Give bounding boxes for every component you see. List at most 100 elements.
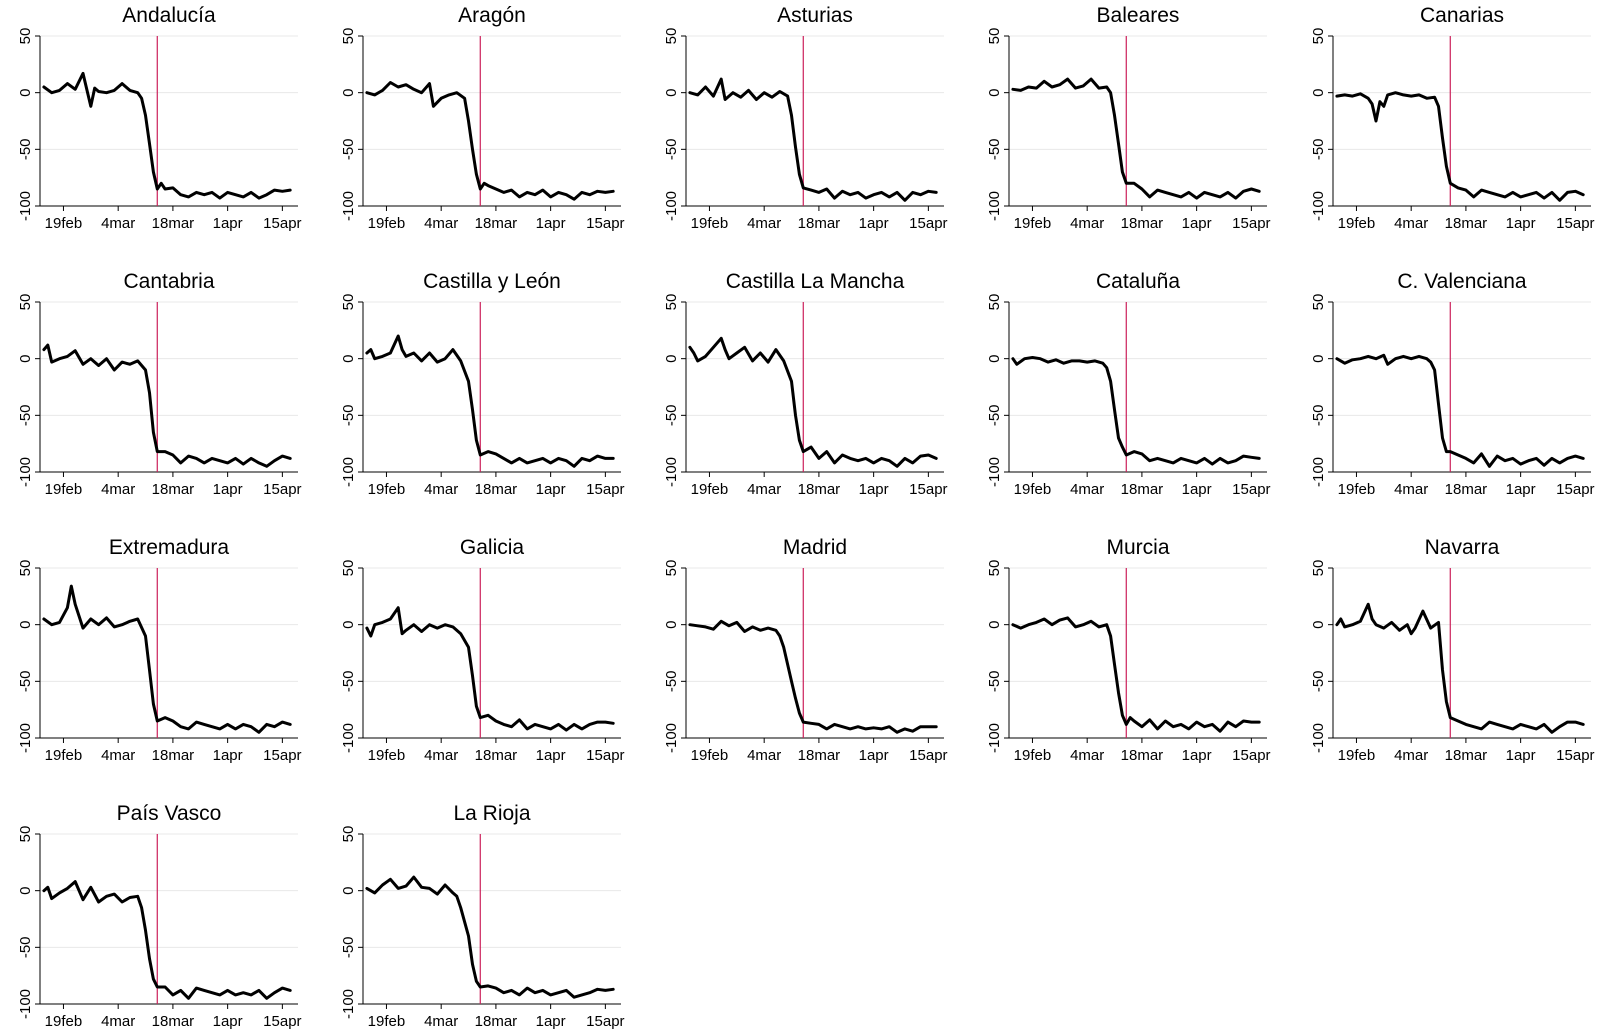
y-tick-label: -50 (1310, 138, 1327, 160)
y-tick-label: 0 (340, 620, 357, 628)
y-tick-label: 0 (17, 354, 34, 362)
x-tick-label: 4mar (1394, 215, 1428, 232)
panel-title: Castilla La Mancha (726, 270, 905, 293)
x-tick-label: 15apr (1556, 215, 1594, 232)
chart-panel: País Vasco 50 0 -50 -100 19feb 4mar 18mar 1apr 15… (17, 802, 302, 1030)
x-tick-label: 18mar (475, 481, 518, 498)
y-tick-label: 0 (17, 88, 34, 96)
x-tick-label: 15apr (263, 1013, 301, 1030)
x-tick-label: 15apr (263, 481, 301, 498)
x-tick-label: 4mar (101, 481, 135, 498)
y-tick-label: -50 (17, 670, 34, 692)
x-tick-label: 4mar (424, 215, 458, 232)
x-tick-label: 15apr (1556, 481, 1594, 498)
y-tick-label: -50 (340, 404, 357, 426)
y-tick-label: 0 (17, 886, 34, 894)
y-tick-label: 0 (663, 88, 680, 96)
x-tick-label: 19feb (368, 747, 406, 764)
y-tick-label: -50 (340, 670, 357, 692)
y-tick-label: -50 (986, 670, 1003, 692)
series-line (42, 71, 292, 200)
y-tick-label: 0 (986, 354, 1003, 362)
chart-panel: Baleares 50 0 -50 -100 19feb 4mar 18mar 1apr 15ap… (986, 4, 1271, 232)
y-tick-label: 0 (340, 354, 357, 362)
y-tick-label: 50 (17, 826, 34, 843)
x-tick-label: 18mar (152, 1013, 195, 1030)
y-tick-label: -100 (1310, 723, 1327, 753)
series-line (42, 880, 292, 1000)
y-tick-label: -50 (17, 404, 34, 426)
y-tick-label: 50 (1310, 294, 1327, 311)
y-tick-label: -50 (1310, 404, 1327, 426)
y-tick-label: 0 (663, 354, 680, 362)
y-tick-label: 0 (1310, 620, 1327, 628)
series-line (365, 81, 615, 201)
y-tick-label: -50 (986, 138, 1003, 160)
y-tick-label: -100 (1310, 191, 1327, 221)
x-tick-label: 18mar (798, 215, 841, 232)
x-tick-label: 1apr (1182, 747, 1212, 764)
y-tick-label: 50 (340, 560, 357, 577)
y-tick-label: -100 (663, 457, 680, 487)
x-tick-label: 1apr (213, 747, 243, 764)
x-tick-label: 4mar (424, 481, 458, 498)
chart-panel: C. Valenciana 50 0 -50 -100 19feb 4mar 18mar 1ap… (1310, 270, 1595, 498)
x-tick-label: 19feb (691, 215, 729, 232)
x-tick-label: 19feb (691, 481, 729, 498)
x-tick-label: 18mar (1445, 481, 1488, 498)
x-tick-label: 18mar (475, 1013, 518, 1030)
x-tick-label: 15apr (586, 481, 624, 498)
y-tick-label: 0 (17, 620, 34, 628)
series-line (1335, 602, 1585, 734)
x-tick-label: 15apr (586, 215, 624, 232)
x-tick-label: 15apr (909, 215, 947, 232)
panel-title: La Rioja (453, 802, 530, 825)
x-tick-label: 1apr (213, 215, 243, 232)
series-line (1335, 353, 1585, 468)
x-tick-label: 15apr (263, 215, 301, 232)
panel-title: País Vasco (117, 802, 222, 825)
chart-panel: Extremadura 50 0 -50 -100 19feb 4mar 18mar 1apr 1… (17, 536, 302, 764)
chart-panel: Castilla y León 50 0 -50 -100 19feb 4mar 18mar 1… (340, 270, 625, 498)
x-tick-label: 4mar (1070, 215, 1104, 232)
y-tick-label: -100 (663, 723, 680, 753)
chart-panel: Castilla La Mancha 50 0 -50 -100 19feb 4mar 18m… (663, 270, 948, 498)
y-tick-label: 50 (1310, 560, 1327, 577)
y-tick-label: -100 (1310, 457, 1327, 487)
y-tick-label: 50 (986, 28, 1003, 45)
panel-title: Extremadura (109, 536, 230, 559)
y-tick-label: 50 (663, 294, 680, 311)
chart-panel: Navarra 50 0 -50 -100 19feb 4mar 18mar 1apr 15apr (1310, 536, 1595, 764)
y-tick-label: -100 (17, 457, 34, 487)
x-tick-label: 15apr (909, 481, 947, 498)
y-tick-label: -50 (340, 138, 357, 160)
series-line (42, 584, 292, 734)
series-line (1011, 77, 1261, 200)
chart-panel: Cantabria 50 0 -50 -100 19feb 4mar 18mar 1apr 15a… (17, 270, 302, 498)
x-tick-label: 1apr (1182, 215, 1212, 232)
panel-title: Canarias (1420, 4, 1504, 27)
y-tick-label: 0 (1310, 88, 1327, 96)
x-tick-label: 19feb (1338, 481, 1376, 498)
x-tick-label: 15apr (1556, 747, 1594, 764)
x-tick-label: 15apr (909, 747, 947, 764)
y-tick-label: -50 (1310, 670, 1327, 692)
y-tick-label: -50 (340, 936, 357, 958)
y-tick-label: 50 (663, 28, 680, 45)
panel-title: Aragón (458, 4, 526, 27)
x-tick-label: 1apr (859, 215, 889, 232)
x-tick-label: 18mar (1121, 215, 1164, 232)
x-tick-label: 19feb (1338, 747, 1376, 764)
y-tick-label: 0 (340, 886, 357, 894)
series-line (688, 619, 938, 734)
y-tick-label: -100 (986, 457, 1003, 487)
series-line (365, 606, 615, 732)
chart-panel: Galicia 50 0 -50 -100 19feb 4mar 18mar 1apr 15apr (340, 536, 625, 764)
panel-title: Madrid (783, 536, 847, 559)
x-tick-label: 19feb (1014, 747, 1052, 764)
x-tick-label: 4mar (101, 1013, 135, 1030)
series-line (688, 336, 938, 468)
x-tick-label: 19feb (368, 1013, 406, 1030)
y-tick-label: 50 (340, 826, 357, 843)
